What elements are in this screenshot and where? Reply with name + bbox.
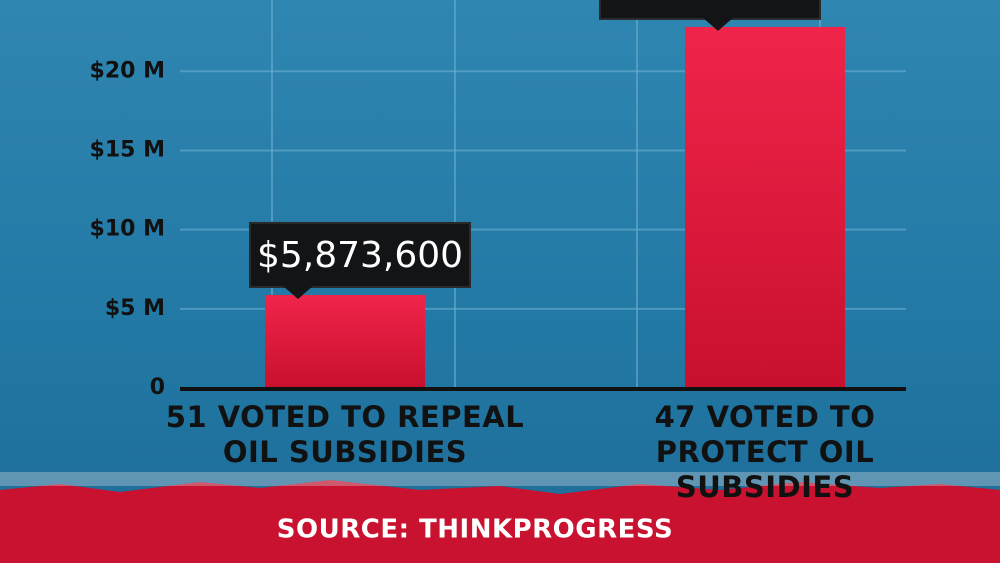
y-tick-label: $20 M [90, 58, 165, 83]
y-tick-label: $15 M [90, 137, 165, 162]
bar [685, 26, 845, 388]
x-tick-label: 47 VOTED TO PROTECT OIL SUBSIDIES [654, 400, 876, 504]
footer-edge [0, 472, 1000, 486]
y-tick-label: 0 [150, 375, 165, 400]
y-tick-label: $5 M [105, 296, 165, 321]
x-tick-label: 51 VOTED TO REPEAL OIL SUBSIDIES [165, 400, 525, 469]
value-label-pointer [703, 17, 733, 31]
value-label-box [599, 0, 821, 20]
footer-band [0, 480, 1000, 563]
value-label: $5,873,600 [257, 235, 463, 276]
source: SOURCE: THINKPROGRESS [277, 515, 673, 545]
bar [265, 294, 425, 388]
value-label-box [249, 221, 471, 288]
value-label-pointer [283, 285, 313, 299]
y-tick-label: $10 M [90, 217, 165, 242]
